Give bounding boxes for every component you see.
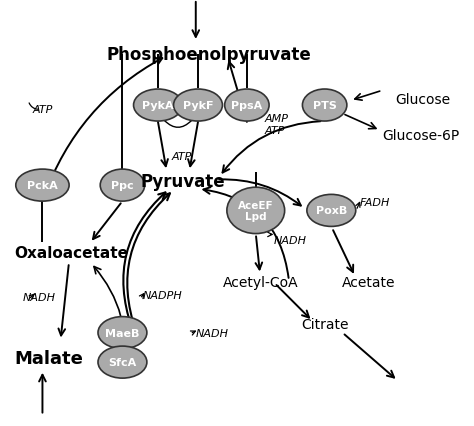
Text: NADH: NADH (196, 328, 229, 338)
Text: NADPH: NADPH (143, 290, 182, 300)
Text: PpsA: PpsA (231, 101, 263, 111)
Ellipse shape (225, 90, 269, 122)
Text: Acetate: Acetate (342, 275, 396, 289)
Text: Glucose: Glucose (396, 92, 451, 106)
Text: ATP: ATP (32, 105, 53, 115)
Ellipse shape (98, 317, 147, 349)
Text: ATP: ATP (171, 151, 191, 161)
Text: MaeB: MaeB (105, 328, 140, 338)
Text: NADH: NADH (22, 292, 55, 302)
Ellipse shape (173, 90, 222, 122)
Text: Glucose-6P: Glucose-6P (383, 128, 460, 142)
Text: Phosphoenolpyruvate: Phosphoenolpyruvate (107, 46, 311, 64)
Ellipse shape (16, 170, 69, 201)
Text: Acetyl-CoA: Acetyl-CoA (222, 275, 298, 289)
Ellipse shape (302, 90, 347, 122)
Text: Oxaloacetate: Oxaloacetate (14, 245, 128, 260)
Text: Malate: Malate (15, 349, 83, 367)
Text: FADH: FADH (359, 198, 390, 207)
Text: Ppc: Ppc (111, 181, 134, 191)
Ellipse shape (100, 170, 145, 201)
Text: NADH: NADH (273, 235, 307, 245)
Text: AMP: AMP (264, 113, 289, 124)
Ellipse shape (134, 90, 182, 122)
Text: Citrate: Citrate (301, 317, 348, 331)
Text: AceEF
Lpd: AceEF Lpd (238, 201, 273, 221)
Text: PoxB: PoxB (316, 206, 347, 216)
Text: PckA: PckA (27, 181, 58, 191)
Ellipse shape (307, 195, 356, 227)
Text: SfcA: SfcA (109, 357, 137, 367)
Ellipse shape (227, 188, 285, 234)
Text: PykF: PykF (183, 101, 213, 111)
Ellipse shape (98, 346, 147, 378)
Text: ATP: ATP (264, 126, 285, 136)
Text: PykA: PykA (142, 101, 174, 111)
Text: PTS: PTS (313, 101, 337, 111)
Text: Pyruvate: Pyruvate (140, 173, 225, 190)
